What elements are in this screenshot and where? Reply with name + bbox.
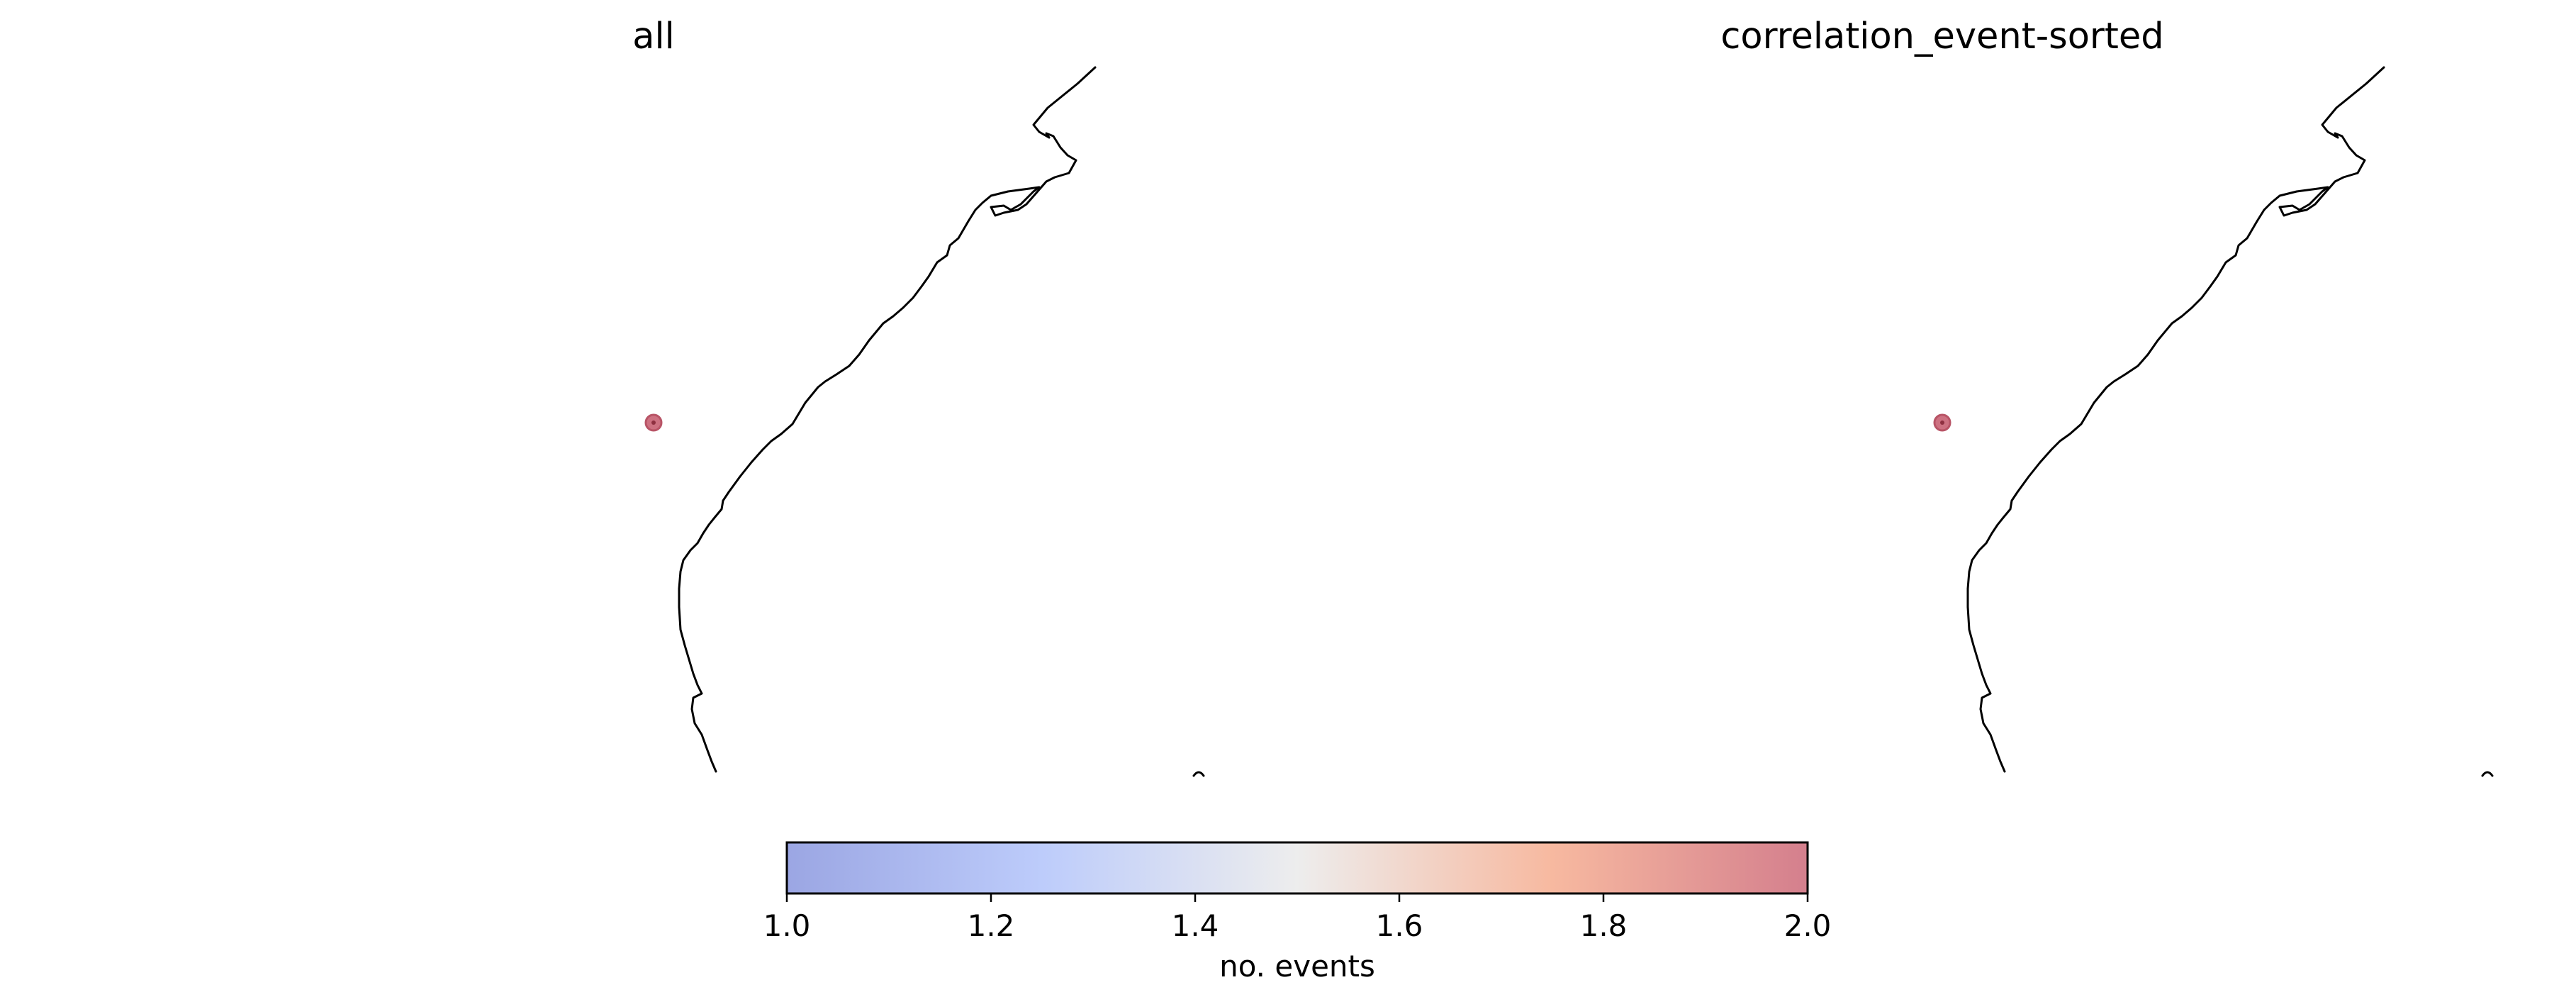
coastline-fragment bbox=[1192, 771, 1205, 777]
coastline-fragment bbox=[2481, 771, 2494, 777]
colorbar-ticks bbox=[785, 893, 1809, 902]
colorbar-tick-labels: 1.0 1.2 1.4 1.6 1.8 2.0 bbox=[763, 908, 1832, 943]
colorbar-tick-label: 1.6 bbox=[1376, 908, 1423, 943]
coastline bbox=[678, 66, 1097, 773]
event-point-center bbox=[1940, 420, 1944, 425]
panel-title-correlation-event-sorted: correlation_event-sorted bbox=[1720, 16, 2163, 57]
colorbar-gradient bbox=[785, 841, 1809, 895]
colorbar-tick-label: 1.4 bbox=[1172, 908, 1219, 943]
colorbar-tick-label: 1.0 bbox=[763, 908, 811, 943]
colorbar-tick-label: 1.2 bbox=[968, 908, 1015, 943]
colorbar: 1.0 1.2 1.4 1.6 1.8 2.0 no. events bbox=[763, 841, 1832, 984]
coastline bbox=[1966, 66, 2385, 773]
colorbar-tick-label: 2.0 bbox=[1784, 908, 1832, 943]
map-panel-correlation-event-sorted: correlation_event-sorted bbox=[1720, 16, 2494, 777]
map-panel-all: all bbox=[632, 16, 1205, 777]
panel-title-all: all bbox=[632, 16, 675, 57]
colorbar-tick-label: 1.8 bbox=[1580, 908, 1628, 943]
event-point-center bbox=[651, 420, 656, 425]
colorbar-label: no. events bbox=[1219, 949, 1375, 984]
